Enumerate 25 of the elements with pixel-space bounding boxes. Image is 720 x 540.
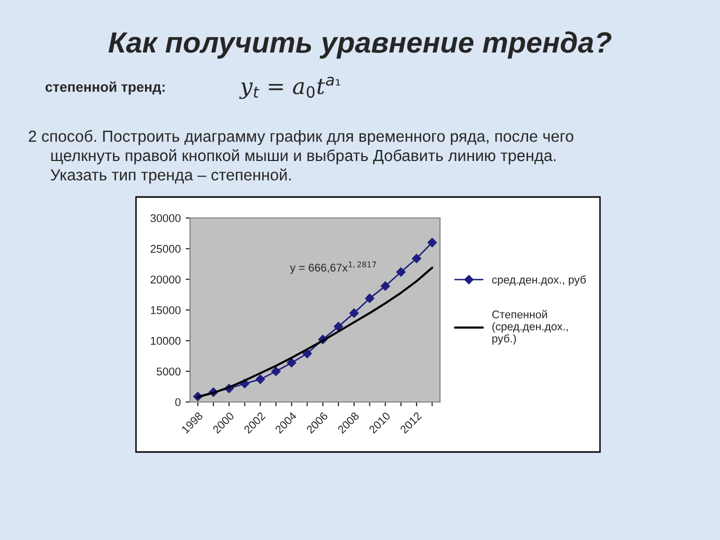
y-tick-label: 20000 [150, 276, 181, 284]
y-tick-label: 25000 [150, 244, 181, 253]
y-tick-label: 10000 [150, 336, 181, 345]
point [412, 254, 422, 264]
text: 2 способ. Построить диаграмму график для временного ряда, после чего щелкнуть правой кнопкой мыши и выбрать Добавить линию тренда. Указать тип тренда – степенной. [28, 130, 574, 184]
point [380, 281, 390, 291]
chart-title: Как получить уравнение тренда? [108, 31, 612, 59]
text: степенной тренд: [46, 81, 165, 95]
text: y$_{t}$ = a$_{0}$t$^{a₁}$ [239, 76, 340, 99]
y-tick-label: 15000 [150, 306, 181, 314]
y-tick-label: 0 [175, 398, 181, 406]
point [286, 358, 296, 368]
y-tick-label: 5000 [156, 368, 181, 376]
y-tick-label: 30000 [150, 214, 181, 222]
point [349, 308, 359, 318]
legend-label: Степенной (сред.ден.дох., руб.) [492, 310, 568, 345]
point [271, 366, 281, 376]
point [396, 267, 406, 277]
legend-label: сред.ден.дох., руб [492, 275, 586, 286]
point [365, 294, 374, 303]
annotation: y = 666,67x$^{1,2817}$ [290, 261, 376, 274]
point [302, 348, 312, 358]
point [428, 238, 437, 248]
point [334, 322, 344, 332]
point [256, 374, 265, 384]
